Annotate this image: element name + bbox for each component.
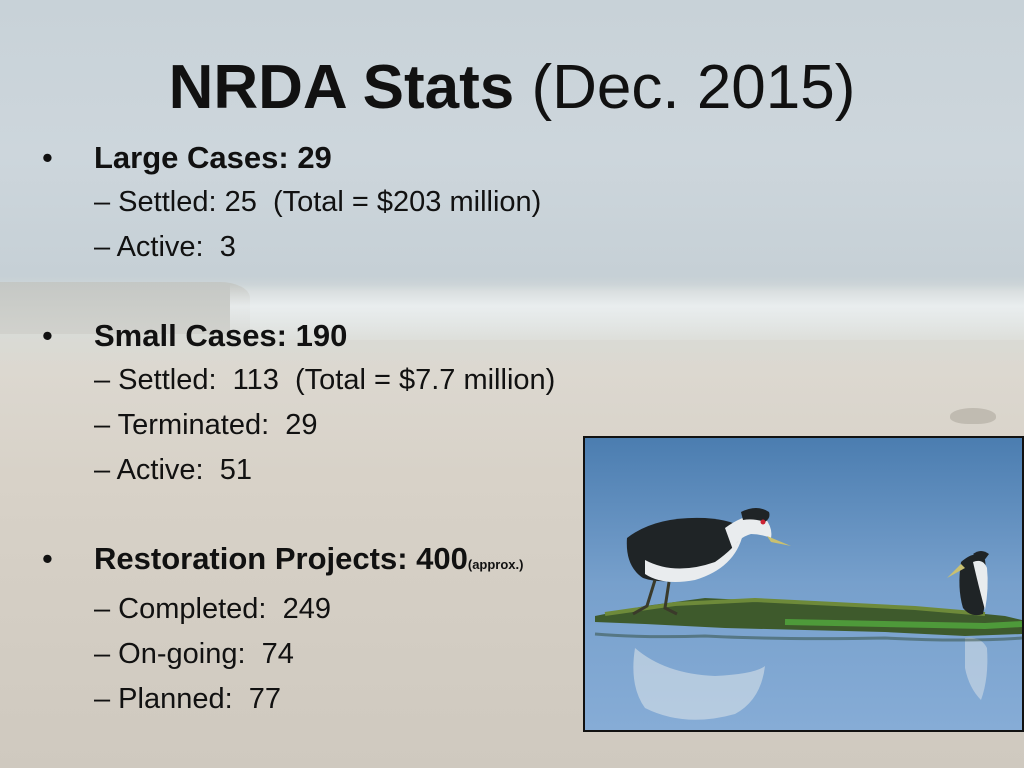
sub-item: – Settled: 113 (Total = $7.7 million)	[94, 364, 556, 396]
heading-text: Restoration Projects: 400	[94, 541, 468, 576]
sub-list: – Settled: 25 (Total = $203 million) – A…	[42, 180, 662, 270]
bullet-heading: • Restoration Projects: 400(approx.)	[42, 537, 662, 587]
sub-item: – On-going: 74	[94, 638, 294, 670]
sub-item: – Planned: 77	[94, 683, 282, 715]
sub-item: – Terminated: 29	[94, 409, 318, 441]
background-surf	[230, 284, 1024, 340]
slide-title: NRDA Stats (Dec. 2015)	[0, 52, 1024, 124]
bullet-list: • Large Cases: 29 – Settled: 25 (Total = …	[42, 136, 662, 766]
sub-item: – Active: 51	[94, 454, 252, 486]
background-rock	[950, 408, 996, 424]
sub-list: – Completed: 249 – On-going: 74 – Planne…	[42, 587, 662, 722]
bullet-icon: •	[42, 140, 53, 175]
background-cliff	[0, 282, 250, 334]
bullet-heading: • Small Cases: 190	[42, 314, 662, 358]
approx-note: (approx.)	[467, 557, 524, 572]
title-bold: NRDA Stats	[168, 53, 515, 122]
section-large-cases: • Large Cases: 29 – Settled: 25 (Total = …	[42, 136, 662, 270]
grebe-photo	[583, 436, 1024, 732]
section-small-cases: • Small Cases: 190 – Settled: 113 (Total …	[42, 314, 662, 493]
bullet-heading: • Large Cases: 29	[42, 136, 662, 180]
grebe-icon	[585, 438, 1022, 730]
sub-item: – Settled: 25 (Total = $203 million)	[94, 186, 542, 218]
sub-item: – Active: 3	[94, 231, 236, 263]
bullet-icon: •	[42, 318, 53, 353]
section-restoration-projects: • Restoration Projects: 400(approx.) – Co…	[42, 537, 662, 722]
sub-item: – Completed: 249	[94, 593, 331, 625]
heading-text: Small Cases: 190	[94, 318, 348, 353]
sub-list: – Settled: 113 (Total = $7.7 million) – …	[42, 358, 662, 493]
bullet-icon: •	[42, 541, 53, 576]
title-date: (Dec. 2015)	[514, 53, 856, 122]
heading-text: Large Cases: 29	[94, 140, 332, 175]
